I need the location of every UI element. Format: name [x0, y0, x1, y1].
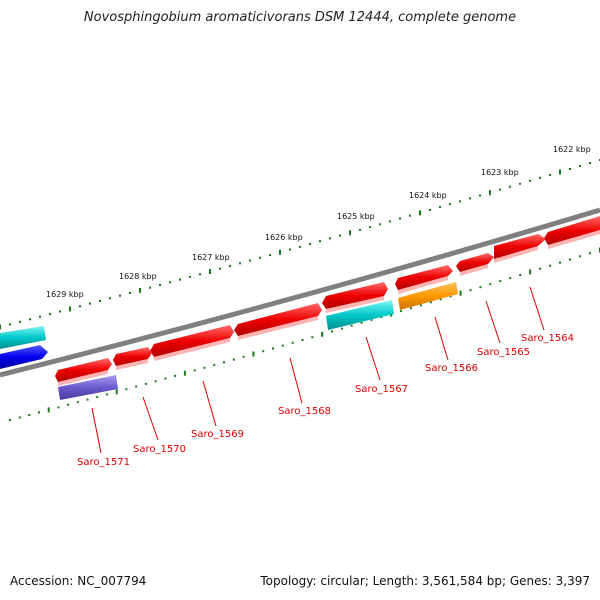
gene-label-saro-1569: Saro_1569: [191, 429, 244, 440]
genome-backbone: [0, 207, 600, 378]
accession-text: Accession: NC_007794: [10, 574, 147, 588]
gene-label-saro-1567: Saro_1567: [355, 384, 408, 395]
kbp-label: 1627 kbp: [192, 253, 230, 262]
kbp-label: 1622 kbp: [553, 145, 591, 154]
upper-scale-ticks: [0, 159, 600, 330]
gene-saro-1565[interactable]: [494, 234, 546, 263]
gene-saro-1567-forward[interactable]: [322, 282, 388, 313]
gene-cyan-left[interactable]: [0, 326, 46, 349]
leader-lines: [91, 286, 545, 454]
gene-saro-1566-upper[interactable]: [395, 265, 453, 294]
gene-label-saro-1566: Saro_1566: [425, 363, 478, 374]
lower-scale-ticks: [9, 247, 600, 421]
gene-saro-1566-forward[interactable]: [456, 253, 494, 276]
kbp-label: 1623 kbp: [481, 168, 519, 177]
gene-label-saro-1570: Saro_1570: [133, 444, 186, 455]
kbp-label: 1625 kbp: [337, 212, 375, 221]
gene-saro-1570[interactable]: [113, 347, 152, 370]
gene-label-saro-1564: Saro_1564: [521, 333, 574, 344]
kbp-label: 1628 kbp: [119, 272, 157, 281]
gene-blue-left[interactable]: [0, 345, 48, 369]
kbp-label: 1626 kbp: [265, 233, 303, 242]
gene-label-saro-1565: Saro_1565: [477, 347, 530, 358]
gene-cyan-mid[interactable]: [326, 300, 394, 330]
gene-saro-1564[interactable]: [544, 216, 600, 249]
gene-label-saro-1568: Saro_1568: [278, 406, 331, 417]
gene-saro-1568[interactable]: [234, 303, 322, 340]
kbp-label: 1629 kbp: [46, 290, 84, 299]
gene-saro-1569[interactable]: [150, 325, 234, 361]
gene-saro-1571-forward[interactable]: [55, 358, 112, 386]
genome-title: Novosphingobium aromaticivorans DSM 1244…: [83, 10, 517, 25]
genome-summary-text: Topology: circular; Length: 3,561,584 bp…: [260, 574, 590, 588]
gene-orange[interactable]: [398, 282, 458, 310]
gene-label-saro-1571: Saro_1571: [77, 457, 130, 468]
gene-purple[interactable]: [58, 375, 118, 400]
kbp-label: 1624 kbp: [409, 191, 447, 200]
